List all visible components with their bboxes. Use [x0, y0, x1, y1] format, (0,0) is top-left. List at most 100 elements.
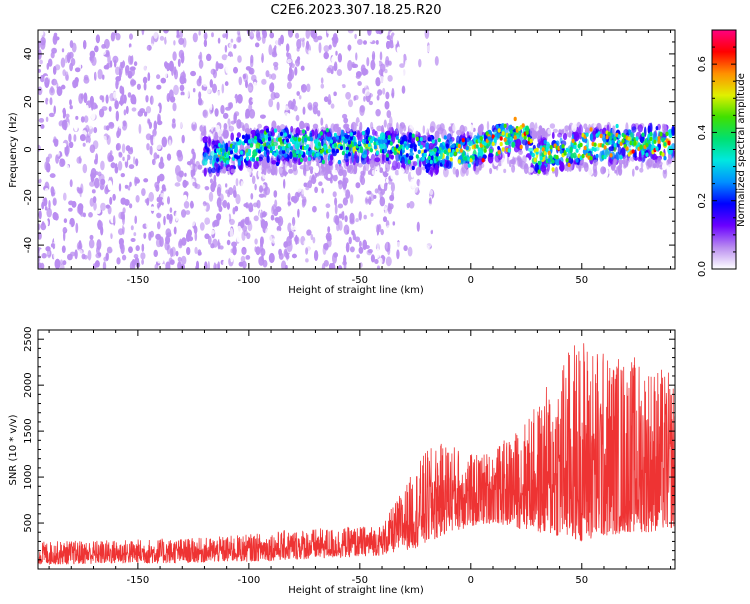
spectrogram-cell [405, 206, 412, 215]
spectrogram-cell [395, 152, 400, 162]
spectrogram-cell [424, 99, 429, 110]
spectrogram-cell [237, 94, 243, 104]
spectrogram-cell [370, 254, 375, 263]
spectrogram-cell [225, 30, 229, 40]
spectrogram-cell [185, 123, 191, 129]
spectrogram-cell [398, 166, 405, 178]
spectrogram-cell [276, 101, 280, 111]
spectrogram-cell [277, 37, 282, 47]
spectrogram-cell [363, 40, 367, 45]
spectrogram-cell [421, 37, 425, 48]
spectrogram-cell [342, 140, 346, 150]
spectrogram-peak [537, 169, 541, 174]
spectrogram-cell [435, 257, 438, 269]
spectrogram-cell [233, 44, 237, 49]
spectrogram-ylabel: Frequency (Hz) [8, 112, 19, 188]
spectrogram-cell [251, 98, 257, 103]
spectrogram-cell [503, 168, 507, 174]
spectrogram-cell [202, 201, 207, 207]
snr-ytick-label: 1000 [23, 464, 34, 489]
spectrogram-cell [148, 231, 152, 241]
spectrogram-cell [312, 174, 315, 180]
spectrogram-cell [62, 260, 67, 266]
spectrogram-cell [202, 81, 209, 87]
spectrogram-cell [163, 215, 166, 226]
spectrogram-cell [164, 36, 167, 45]
spectrogram-cell [229, 42, 235, 49]
spectrogram-cell [381, 178, 385, 185]
spectrogram-cell [156, 212, 162, 219]
spectrogram-cell [109, 196, 113, 205]
spectrogram-cell [261, 34, 266, 45]
spectrogram-peak [645, 152, 649, 157]
spectrogram-cell [139, 108, 146, 114]
spectrogram-cell [60, 57, 66, 68]
spectrogram-cell [376, 241, 380, 250]
spectrogram-cell [206, 147, 210, 153]
spectrogram-cell [297, 101, 302, 112]
spectrogram-cell [222, 199, 228, 209]
spectrogram-cell [434, 164, 439, 176]
spectrogram-cell [135, 168, 139, 176]
spectrogram-peak [477, 147, 481, 152]
spectrogram-cell [143, 232, 147, 239]
spectrogram-cell [318, 181, 323, 186]
spectrogram-cell [179, 117, 183, 129]
spectrogram-cell [410, 69, 416, 74]
spectrogram-cell [82, 163, 88, 174]
spectrogram-cell [407, 216, 412, 225]
spectrogram-cell [100, 50, 107, 56]
spectrogram-cell [198, 30, 201, 36]
spectrogram-peak [541, 147, 545, 152]
spectrogram-cell [374, 157, 381, 163]
spectrogram-cell [278, 252, 284, 260]
spectrogram-cell [254, 238, 258, 245]
spectrogram-cell [390, 170, 396, 180]
spectrogram-cell [161, 136, 167, 148]
spectrogram-cell [268, 98, 274, 108]
spectrogram-peak [603, 145, 607, 150]
spectrogram-peak [487, 136, 491, 141]
spectrogram-cell [110, 32, 115, 42]
spectrogram-cell [401, 221, 408, 227]
spectrogram-cell [242, 219, 245, 227]
spectrogram-cell [95, 224, 98, 230]
spectrogram-cell [615, 166, 619, 176]
spectrogram-cell [53, 251, 56, 260]
spectrogram-cell [153, 120, 157, 131]
spectrogram-cell [65, 113, 70, 119]
spectrogram-cell [172, 102, 177, 112]
spectrogram-cell [38, 210, 42, 220]
spectrogram-peak [593, 147, 597, 152]
spectrogram-cell [357, 39, 363, 45]
spectrogram-cell [371, 169, 375, 175]
spectrogram-cell [428, 179, 434, 190]
spectrogram-cell [405, 181, 411, 189]
spectrogram-cell [518, 149, 523, 155]
spectrogram-cell [353, 164, 358, 175]
spectrogram-cell [127, 92, 132, 98]
spectrogram-peak [415, 136, 419, 142]
spectrogram-cell [38, 104, 41, 115]
spectrogram-cell [204, 233, 210, 240]
spectrogram-cell [154, 58, 159, 66]
spectrogram-cell [68, 207, 73, 212]
spectrogram-cell [456, 129, 462, 136]
spectrogram-peak [411, 133, 415, 138]
spectrogram-cell [666, 159, 669, 166]
spectrogram-cell [137, 60, 142, 71]
spectrogram-cell [173, 226, 177, 235]
spectrogram-cell [296, 38, 302, 50]
spectrogram-cell [80, 134, 86, 142]
spectrogram-cell [253, 160, 259, 170]
spectrogram-peak [567, 162, 571, 168]
spectrogram-cell [354, 236, 361, 243]
spectrogram-cell [333, 252, 338, 258]
snr-xlabel: Height of straight line (km) [288, 585, 424, 596]
spectrogram-peak [661, 138, 665, 143]
spectrogram-cell [334, 204, 338, 215]
spectrogram-cell [551, 131, 555, 140]
spectrogram-cell [87, 250, 92, 261]
spectrogram-cell [273, 61, 279, 67]
spectrogram-cell [468, 140, 474, 147]
